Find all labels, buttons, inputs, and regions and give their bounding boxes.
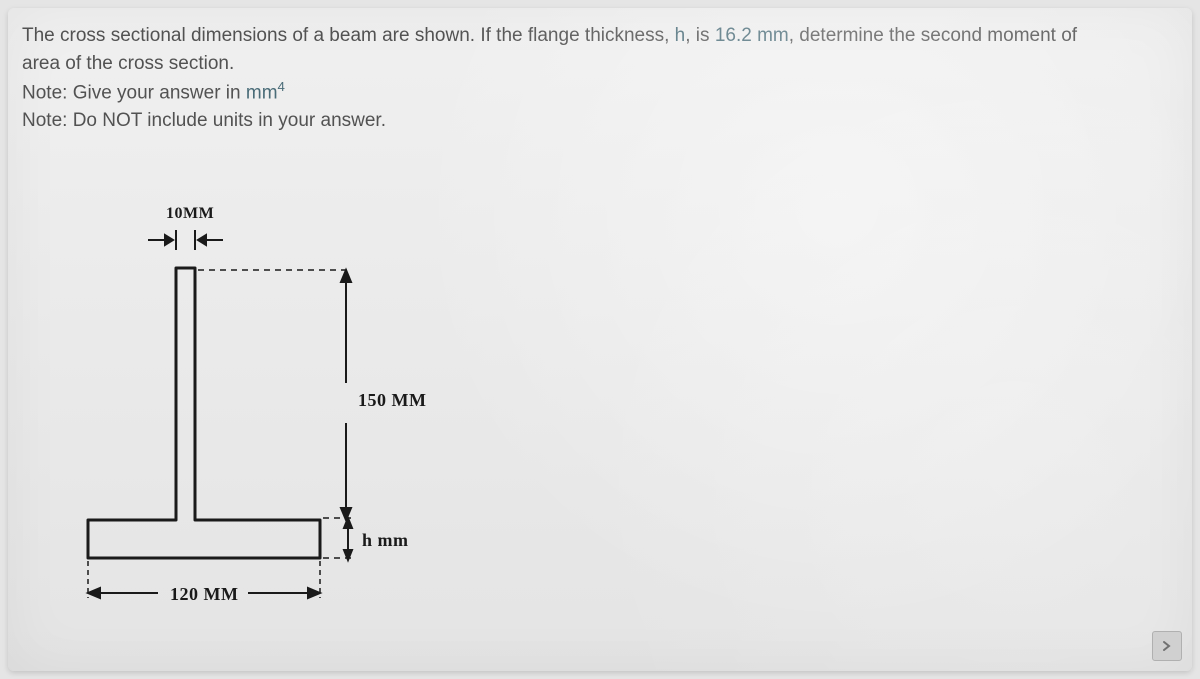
q-h-var: h	[675, 25, 686, 46]
q-main-c: , determine the second moment of	[789, 25, 1077, 46]
q-note2: Note: Do NOT include units in your answe…	[22, 110, 386, 131]
t-section-outline	[88, 268, 320, 558]
q-main-a: The cross sectional dimensions of a beam…	[22, 25, 675, 46]
q-line2: area of the cross section.	[22, 53, 234, 74]
dim-web-width-arrows	[148, 230, 223, 250]
q-note1-a: Note: Give your answer in	[22, 82, 246, 103]
scroll-down-button[interactable]	[1152, 631, 1182, 661]
chevron-right-icon	[1161, 640, 1173, 652]
beam-diagram: 10MM	[48, 188, 448, 618]
dim-flange-h	[344, 518, 352, 560]
height-extension	[198, 270, 353, 558]
question-text: The cross sectional dimensions of a beam…	[22, 22, 1176, 135]
q-note1-unit: mm	[246, 82, 278, 103]
label-web-width: 10MM	[166, 205, 214, 222]
q-h-value: 16.2 mm	[715, 25, 789, 46]
label-height: 150 MM	[358, 390, 426, 410]
beam-svg: 10MM	[48, 188, 448, 618]
question-card: The cross sectional dimensions of a beam…	[8, 8, 1192, 671]
label-flange-h: h mm	[362, 530, 409, 550]
label-base-width: 120 MM	[170, 584, 238, 604]
dim-height	[341, 270, 351, 520]
q-main-b: , is	[685, 25, 715, 46]
q-note1-exp: 4	[278, 79, 285, 94]
